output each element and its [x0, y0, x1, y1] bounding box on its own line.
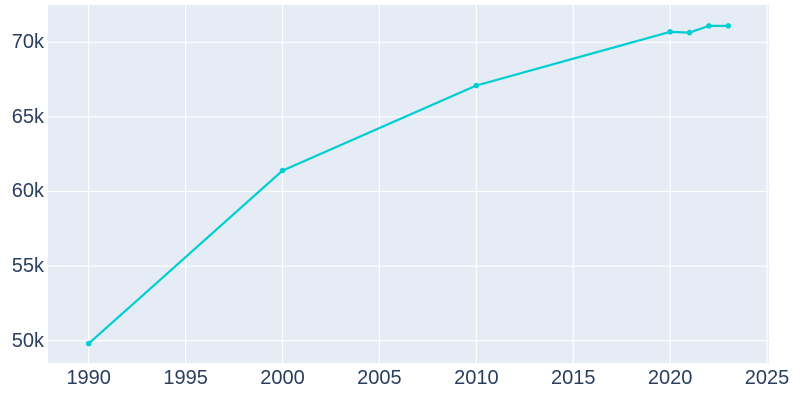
data-point-marker[interactable]: [279, 167, 286, 174]
y-tick-label: 50k: [11, 329, 44, 352]
data-point-marker[interactable]: [85, 340, 92, 347]
x-tick-label: 2020: [647, 367, 693, 389]
x-tick-label: 1995: [163, 367, 208, 389]
chart-canvas: [48, 5, 769, 363]
y-tick-label: 65k: [11, 105, 44, 128]
data-point-marker[interactable]: [473, 82, 480, 89]
y-tick-label: 60k: [11, 180, 44, 203]
data-point-marker[interactable]: [706, 23, 712, 29]
x-tick-label: 1990: [66, 367, 111, 389]
y-tick-label: 55k: [11, 255, 44, 278]
x-tick-label: 2005: [357, 367, 402, 389]
y-tick-label: 70k: [11, 31, 44, 54]
data-point-marker[interactable]: [667, 29, 673, 35]
x-tick-label: 2000: [260, 367, 305, 389]
plot-background: [48, 5, 769, 363]
plot-area: [48, 5, 769, 363]
x-tick-label: 2015: [550, 367, 596, 389]
x-tick-label: 2010: [454, 367, 499, 389]
x-tick-label: 2025: [744, 367, 790, 389]
data-point-marker[interactable]: [725, 23, 732, 29]
data-point-marker[interactable]: [686, 29, 693, 36]
